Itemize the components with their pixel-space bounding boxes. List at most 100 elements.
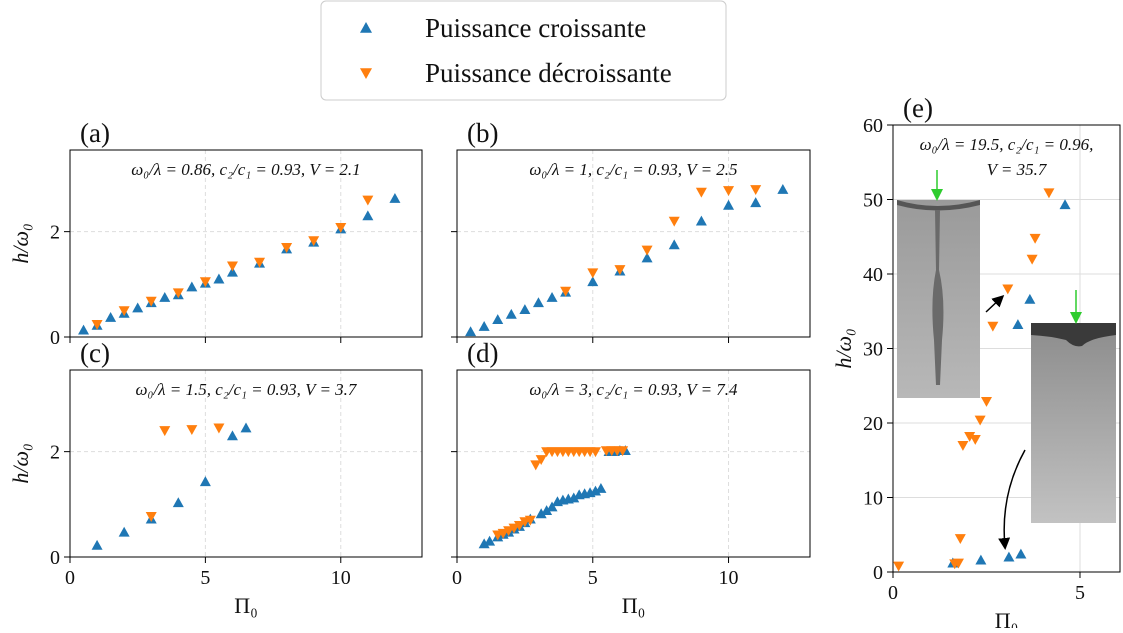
- data-point: [505, 308, 517, 319]
- data-point: [954, 534, 966, 544]
- data-point: [546, 291, 558, 302]
- data-point: [695, 215, 707, 226]
- data-point: [777, 184, 789, 194]
- panel: 0 2 0 5 10 (c) ω₀/λ = 1.5, c₂/c₁ = 0.93, V = 3…: [8, 338, 423, 618]
- annotation: ω₀/λ = 1.5, c₂/c₁ = 0.93, V = 3.7: [136, 380, 358, 399]
- data-point: [159, 291, 171, 302]
- data-point: [172, 288, 184, 299]
- data-point: [508, 523, 520, 534]
- data-point: [519, 304, 531, 315]
- y-tick-label: 40: [863, 264, 883, 286]
- data-point: [240, 422, 252, 433]
- y-tick-label: 2: [50, 442, 60, 464]
- panel: (b) ω₀/λ = 1, c₂/c₁ = 0.93, V = 2.5: [451, 118, 811, 343]
- y-tick-label: 0: [50, 547, 60, 569]
- y-tick-label: 0: [873, 562, 883, 584]
- panel: 0 5 10 (d) ω₀/λ = 3, c₂/c₁ = 0.93, V = 7.4 Π₀: [451, 338, 811, 618]
- data-point: [503, 526, 515, 537]
- data-point: [750, 197, 762, 208]
- legend-marker: [360, 68, 372, 79]
- x-axis-label: Π₀: [234, 593, 258, 618]
- data-point: [546, 501, 558, 512]
- data-point: [226, 261, 238, 272]
- photo-detail: [897, 200, 980, 211]
- x-tick-label: 5: [588, 567, 598, 589]
- data-point: [159, 426, 171, 437]
- data-point: [587, 276, 599, 287]
- plot-frame: [456, 369, 811, 558]
- y-tick-label: 50: [863, 190, 883, 212]
- data-point: [957, 440, 969, 451]
- legend-label: Puissance décroissante: [425, 58, 672, 88]
- panel-label: (c): [80, 338, 110, 368]
- data-point: [964, 432, 976, 442]
- data-point: [568, 492, 580, 503]
- data-point: [1026, 254, 1038, 265]
- data-point: [78, 324, 90, 335]
- data-point: [492, 314, 504, 325]
- data-point: [254, 257, 266, 268]
- data-point: [497, 528, 509, 539]
- photo-detail: [932, 210, 944, 385]
- annotation: ω₀/λ = 1, c₂/c₁ = 0.93, V = 2.5: [529, 160, 737, 179]
- data-point: [1012, 319, 1024, 330]
- data-point: [530, 460, 542, 471]
- annotation: ω₀/λ = 19.5, c₂/c₁ = 0.96,: [920, 135, 1094, 154]
- annotation: ω₀/λ = 0.86, c₂/c₁ = 0.93, V = 2.1: [131, 160, 360, 179]
- data-point: [1003, 551, 1015, 562]
- data-point: [199, 476, 211, 487]
- legend-marker: [360, 22, 372, 33]
- y-axis-label: h/ω₀: [8, 443, 33, 483]
- panel-label: (a): [80, 118, 110, 148]
- data-point: [617, 446, 629, 457]
- data-point: [389, 192, 401, 203]
- x-tick-label: 5: [1075, 582, 1085, 604]
- x-tick-label: 0: [888, 582, 898, 604]
- data-point: [614, 265, 626, 276]
- data-point: [478, 320, 490, 331]
- data-point: [589, 485, 601, 496]
- data-point: [532, 297, 544, 308]
- data-point: [723, 186, 735, 197]
- x-tick-label: 5: [200, 567, 210, 589]
- photos: [897, 170, 1116, 550]
- data-point: [641, 252, 653, 263]
- data-point: [362, 195, 374, 206]
- data-point: [213, 423, 225, 434]
- data-point: [308, 236, 320, 247]
- data-point: [1015, 548, 1027, 559]
- legend-label: Puissance croissante: [425, 13, 646, 43]
- data-point: [186, 281, 198, 292]
- data-point: [132, 302, 144, 313]
- data-point: [105, 312, 117, 322]
- data-point: [668, 239, 680, 250]
- data-point: [172, 497, 184, 508]
- data-point: [213, 273, 225, 284]
- legend-frame: [320, 0, 727, 101]
- data-point: [987, 321, 999, 332]
- data-point: [1043, 188, 1055, 199]
- x-tick-label: 10: [331, 567, 351, 589]
- data-point: [226, 266, 238, 277]
- data-point: [668, 216, 680, 227]
- data-point: [335, 223, 347, 233]
- y-tick-label: 60: [863, 115, 883, 137]
- data-point: [535, 455, 547, 466]
- data-point: [969, 434, 981, 445]
- data-point: [1059, 199, 1071, 210]
- arrow: [998, 449, 1026, 550]
- data-point: [695, 187, 707, 198]
- photo: [1031, 323, 1116, 523]
- photo-detail: [1031, 323, 1116, 347]
- legend: Puissance croissante Puissance décroissan…: [320, 0, 727, 101]
- plot-frame: [456, 149, 811, 338]
- data-point: [478, 538, 490, 549]
- data-point: [589, 447, 601, 458]
- y-axis-label: h/ω₀: [831, 328, 856, 368]
- data-point: [199, 277, 211, 288]
- data-point: [281, 243, 293, 253]
- plot-frame: [892, 124, 1121, 573]
- data-point: [91, 539, 103, 550]
- plot-frame: [69, 369, 423, 558]
